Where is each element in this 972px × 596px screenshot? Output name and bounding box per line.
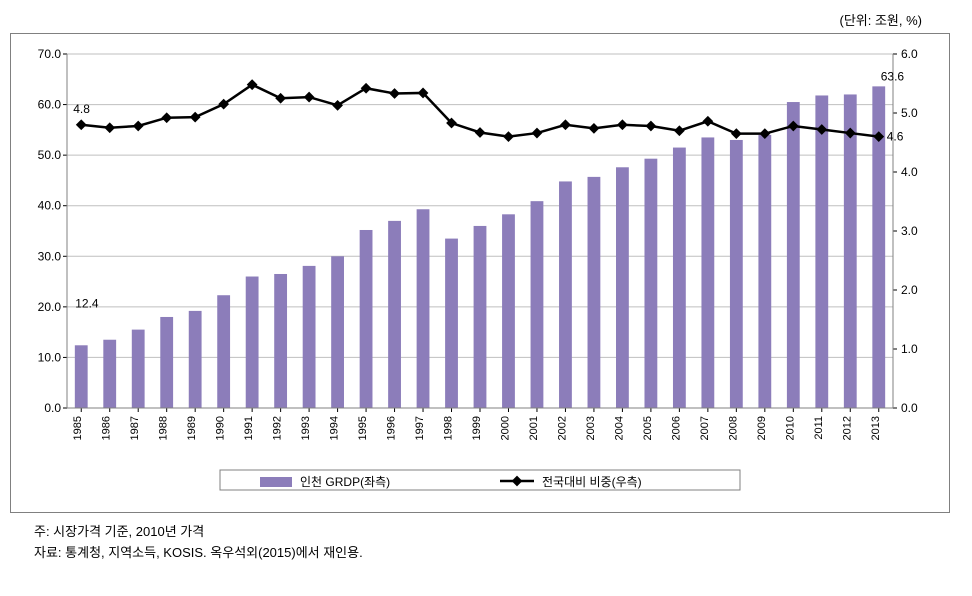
svg-text:2008: 2008 (727, 416, 739, 440)
svg-text:0.0: 0.0 (44, 401, 61, 415)
unit-label: (단위: 조원, %) (10, 10, 922, 29)
chart-svg: 0.0 10.0 20.0 30.0 40.0 50.0 60.0 70.0 0.0 1.0 2.0… (19, 42, 941, 508)
svg-text:1993: 1993 (300, 416, 312, 440)
svg-text:4.0: 4.0 (901, 165, 918, 179)
svg-text:1996: 1996 (386, 416, 398, 440)
svg-text:50.0: 50.0 (38, 148, 62, 162)
svg-text:20.0: 20.0 (38, 300, 62, 314)
svg-text:1997: 1997 (414, 416, 426, 440)
svg-text:4.6: 4.6 (887, 130, 904, 144)
svg-text:5.0: 5.0 (901, 106, 918, 120)
svg-text:1991: 1991 (243, 416, 255, 440)
svg-text:1987: 1987 (129, 416, 141, 440)
svg-text:2012: 2012 (841, 416, 853, 440)
svg-text:3.0: 3.0 (901, 224, 918, 238)
svg-text:2003: 2003 (585, 416, 597, 440)
svg-text:2001: 2001 (528, 416, 540, 440)
svg-text:63.6: 63.6 (881, 69, 905, 83)
chart-container: 0.0 10.0 20.0 30.0 40.0 50.0 60.0 70.0 0.0 1.0 2.0… (10, 33, 950, 513)
svg-text:2005: 2005 (642, 416, 654, 440)
svg-text:2007: 2007 (699, 416, 711, 440)
svg-text:2006: 2006 (670, 416, 682, 440)
svg-text:2.0: 2.0 (901, 283, 918, 297)
svg-text:40.0: 40.0 (38, 199, 62, 213)
svg-text:2010: 2010 (784, 416, 796, 440)
svg-text:30.0: 30.0 (38, 249, 62, 263)
svg-text:1985: 1985 (72, 416, 84, 440)
svg-text:1995: 1995 (357, 416, 369, 440)
footnote-text: 주: 시장가격 기준, 2010년 가격 (34, 521, 962, 540)
svg-text:1989: 1989 (186, 416, 198, 440)
svg-text:2004: 2004 (613, 416, 625, 440)
svg-text:10.0: 10.0 (38, 350, 62, 364)
svg-text:1.0: 1.0 (901, 342, 918, 356)
svg-text:1992: 1992 (272, 416, 284, 440)
svg-text:6.0: 6.0 (901, 47, 918, 61)
svg-text:1994: 1994 (329, 416, 341, 440)
svg-text:12.4: 12.4 (75, 296, 99, 310)
svg-text:1990: 1990 (215, 416, 227, 440)
svg-text:1998: 1998 (443, 416, 455, 440)
svg-text:70.0: 70.0 (38, 47, 62, 61)
source-text: 자료: 통계청, 지역소득, KOSIS. 옥우석외(2015)에서 재인용. (34, 542, 962, 561)
svg-text:1999: 1999 (471, 416, 483, 440)
svg-text:2002: 2002 (556, 416, 568, 440)
svg-text:2013: 2013 (870, 416, 882, 440)
svg-text:2011: 2011 (813, 416, 825, 440)
svg-text:4.8: 4.8 (73, 102, 90, 116)
svg-text:2009: 2009 (756, 416, 768, 440)
svg-text:1988: 1988 (158, 416, 170, 440)
svg-text:0.0: 0.0 (901, 401, 918, 415)
svg-text:인천 GRDP(좌측): 인천 GRDP(좌측) (300, 474, 390, 489)
svg-text:전국대비 비중(우측): 전국대비 비중(우측) (542, 475, 642, 489)
svg-text:1986: 1986 (101, 416, 113, 440)
svg-text:2000: 2000 (499, 416, 511, 440)
svg-text:60.0: 60.0 (38, 98, 62, 112)
